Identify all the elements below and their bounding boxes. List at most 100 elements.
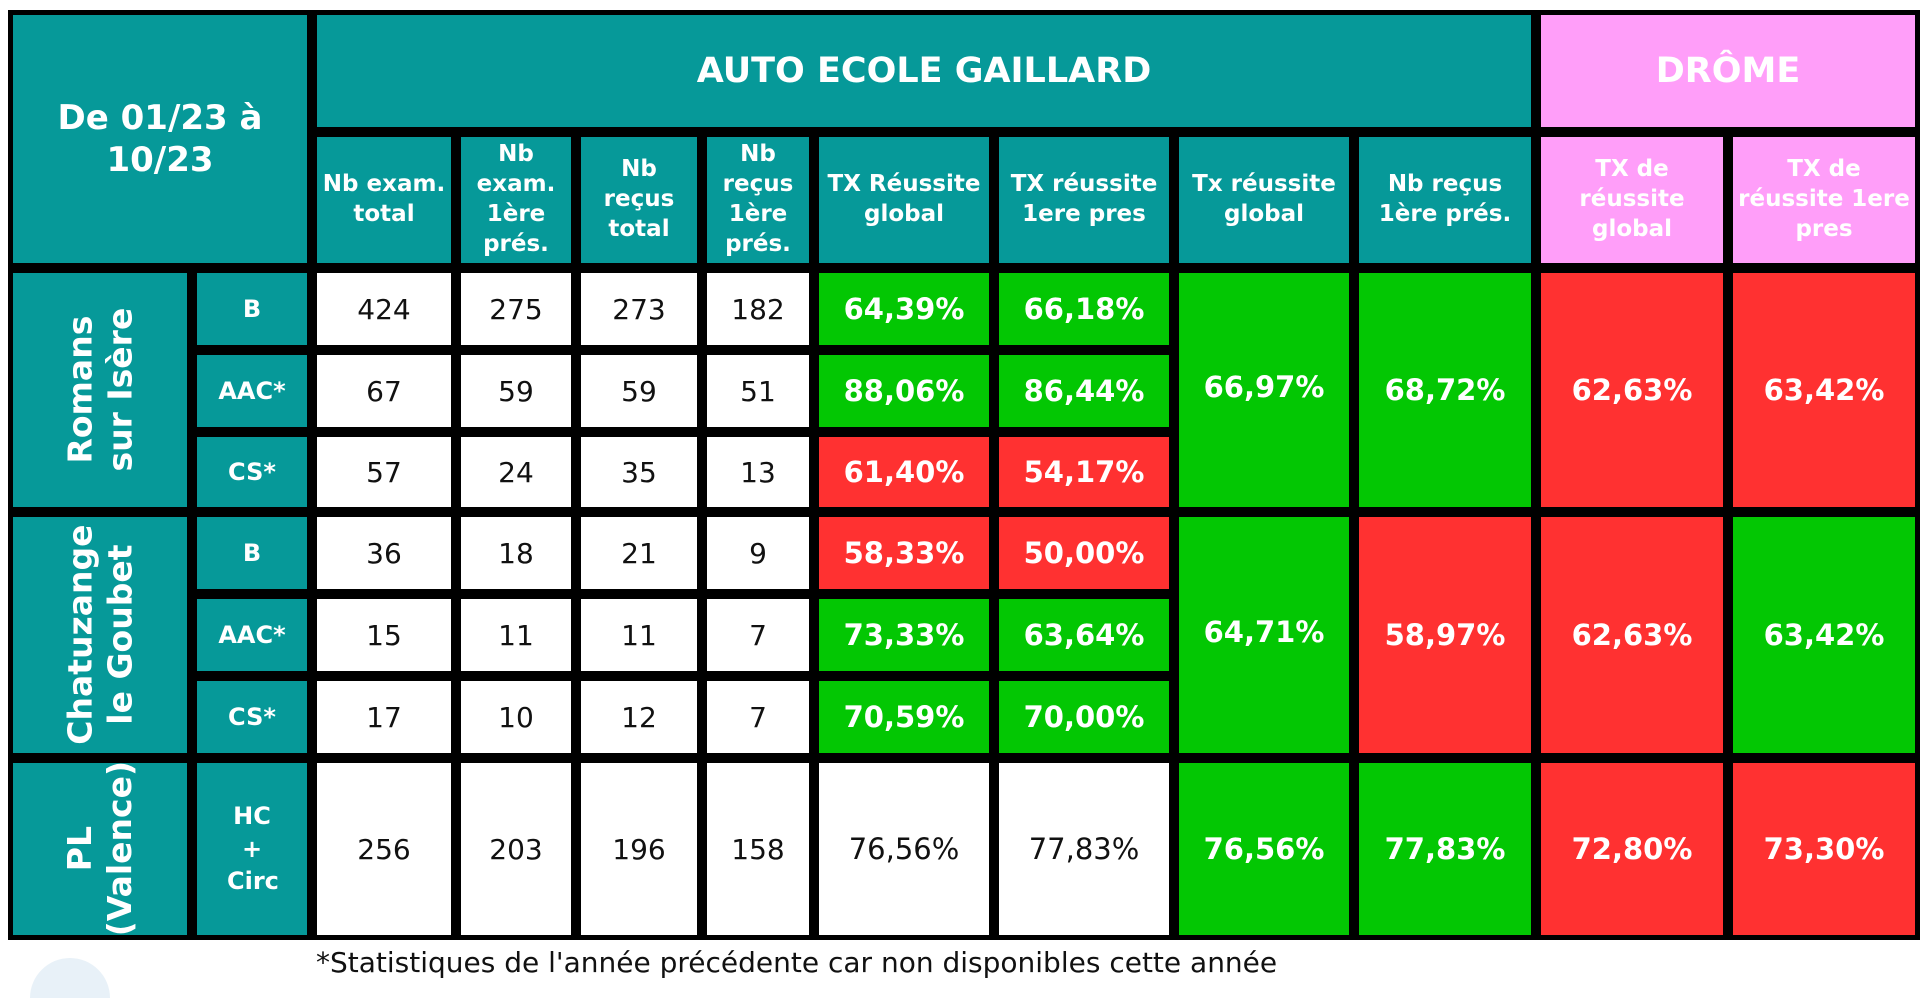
cell-value: 7 — [749, 700, 767, 734]
cell-nb-recus-first: 7 — [702, 676, 814, 758]
cell-nb-exam-total: 17 — [312, 676, 456, 758]
cell-value: 21 — [621, 536, 657, 570]
cell-value: 273 — [612, 292, 666, 326]
footnote: *Statistiques de l'année précédente car … — [316, 946, 1278, 979]
cell-nb-recus-total: 21 — [576, 512, 702, 594]
category-label: CS* — [228, 702, 276, 731]
cell-nb-exam-first: 275 — [456, 268, 576, 350]
cell-nb-recus-first: 9 — [702, 512, 814, 594]
category-cell: AAC* — [192, 350, 312, 432]
cell-value: 86,44% — [1023, 374, 1145, 408]
col-header-tx-reussite-global: TX Réussite global — [814, 132, 994, 268]
site-tx-global: 64,71% — [1174, 512, 1354, 758]
category-label: CS* — [228, 457, 276, 486]
cell-nb-recus-total: 196 — [576, 758, 702, 940]
cell-value: 72,80% — [1571, 832, 1693, 866]
cell-nb-recus-first: 158 — [702, 758, 814, 940]
cell-nb-exam-total: 57 — [312, 432, 456, 512]
cell-value: 63,42% — [1763, 618, 1885, 652]
cell-value: 59 — [621, 374, 657, 408]
category-label: AAC* — [218, 620, 286, 649]
cell-nb-exam-first: 59 — [456, 350, 576, 432]
cell-tx-first: 63,64% — [994, 594, 1174, 676]
col-header-label: Nb reçus 1ère prés. — [722, 141, 794, 257]
cell-tx-global: 61,40% — [814, 432, 994, 512]
cell-value: 73,30% — [1763, 832, 1885, 866]
cell-value: 158 — [731, 832, 785, 866]
school-title-text: AUTO ECOLE GAILLARD — [696, 51, 1152, 91]
cell-value: 9 — [749, 536, 767, 570]
cell-value: 70,59% — [843, 700, 965, 734]
cell-nb-exam-first: 203 — [456, 758, 576, 940]
site-label-chatuzange: Chatuzange le Goubet — [8, 512, 192, 758]
cell-value: 68,72% — [1384, 373, 1506, 407]
cell-tx-global: 64,39% — [814, 268, 994, 350]
category-cell: CS* — [192, 676, 312, 758]
site-label-pl-valence: PL (Valence) — [8, 758, 192, 940]
cell-nb-exam-total: 424 — [312, 268, 456, 350]
cell-nb-recus-total: 59 — [576, 350, 702, 432]
col-header-label: Nb reçus 1ère prés. — [1378, 171, 1512, 227]
cell-value: 17 — [366, 700, 402, 734]
period-label-text: De 01/23 à 10/23 — [57, 97, 263, 181]
region-title: DRÔME — [1536, 10, 1920, 132]
cell-value: 57 — [366, 455, 402, 489]
cell-tx-global: 73,33% — [814, 594, 994, 676]
cell-value: 73,33% — [843, 618, 965, 652]
col-header-nb-recus-total: Nb reçus total — [576, 132, 702, 268]
cell-value: 67 — [366, 374, 402, 408]
cell-tx-global: 76,56% — [814, 758, 994, 940]
cell-value: 63,64% — [1023, 618, 1145, 652]
cell-value: 15 — [366, 618, 402, 652]
cell-nb-exam-first: 10 — [456, 676, 576, 758]
site-label-text: PL (Valence) — [60, 761, 140, 937]
cell-value: 424 — [357, 292, 411, 326]
cell-nb-exam-first: 18 — [456, 512, 576, 594]
cell-value: 61,40% — [843, 455, 965, 489]
cell-value: 11 — [498, 618, 534, 652]
cell-value: 63,42% — [1763, 373, 1885, 407]
cell-value: 36 — [366, 536, 402, 570]
site-tx-global: 66,97% — [1174, 268, 1354, 512]
cell-nb-recus-total: 12 — [576, 676, 702, 758]
site-label-text: Romans sur Isère — [60, 308, 139, 472]
cell-value: 76,56% — [848, 832, 960, 866]
cell-value: 35 — [621, 455, 657, 489]
region-tx-global: 72,80% — [1536, 758, 1728, 940]
col-header-region-tx-first: TX de réussite 1ere pres — [1728, 132, 1920, 268]
cell-value: 13 — [740, 455, 776, 489]
cell-value: 50,00% — [1023, 536, 1145, 570]
cell-value: 12 — [621, 700, 657, 734]
col-header-label: Nb exam. total — [322, 171, 446, 227]
col-header-nb-recus-first: Nb reçus 1ère prés. — [702, 132, 814, 268]
cell-value: 64,71% — [1203, 615, 1325, 649]
category-cell: HC + Circ — [192, 758, 312, 940]
col-header-label: TX de réussite global — [1579, 156, 1685, 242]
col-header-tx-reussite-first: TX réussite 1ere pres — [994, 132, 1174, 268]
cell-value: 24 — [498, 455, 534, 489]
col-header-nb-exam-total: Nb exam. total — [312, 132, 456, 268]
cell-tx-first: 54,17% — [994, 432, 1174, 512]
cell-value: 11 — [621, 618, 657, 652]
cell-nb-recus-first: 51 — [702, 350, 814, 432]
site-nb-recus-first: 77,83% — [1354, 758, 1536, 940]
col-header-nb-exam-first: Nb exam. 1ère prés. — [456, 132, 576, 268]
cell-value: 76,56% — [1203, 832, 1325, 866]
cell-value: 10 — [498, 700, 534, 734]
cell-value: 70,00% — [1023, 700, 1145, 734]
col-header-label: TX de réussite 1ere pres — [1738, 156, 1910, 242]
cell-value: 51 — [740, 374, 776, 408]
cell-value: 66,97% — [1203, 370, 1325, 404]
cell-nb-recus-total: 35 — [576, 432, 702, 512]
cell-tx-first: 86,44% — [994, 350, 1174, 432]
cell-value: 62,63% — [1571, 373, 1693, 407]
cell-nb-exam-total: 256 — [312, 758, 456, 940]
cell-value: 54,17% — [1023, 455, 1145, 489]
col-header-label: TX Réussite global — [827, 171, 981, 227]
col-header-site-nb-recus-first: Nb reçus 1ère prés. — [1354, 132, 1536, 268]
cell-value: 196 — [612, 832, 666, 866]
cell-value: 58,97% — [1384, 618, 1506, 652]
cell-value: 18 — [498, 536, 534, 570]
category-cell: AAC* — [192, 594, 312, 676]
cell-tx-first: 50,00% — [994, 512, 1174, 594]
